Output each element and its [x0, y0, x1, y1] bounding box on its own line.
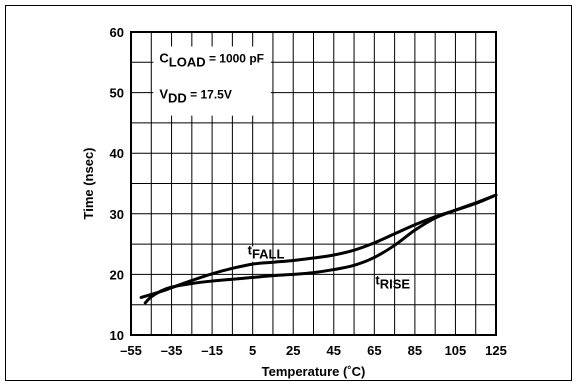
series-label-fall: tFALL	[248, 242, 285, 261]
conditions-background	[153, 46, 271, 116]
x-tick-label: 65	[367, 343, 381, 358]
chart-frame	[5, 5, 572, 381]
y-tick-label: 50	[110, 86, 124, 101]
condition-supply-voltage: VDD = 17.5V	[159, 87, 232, 106]
x-axis-label: Temperature (˚C)	[262, 364, 366, 379]
y-tick-label: 10	[110, 328, 124, 343]
x-tick-label: 85	[408, 343, 422, 358]
y-tick-label: 40	[110, 146, 124, 161]
x-tick-label: 105	[445, 343, 467, 358]
x-tick-label: 5	[249, 343, 256, 358]
y-tick-label: 20	[110, 267, 124, 282]
x-tick-label: –35	[161, 343, 183, 358]
annotations: CLOAD = 1000 pF VDD = 17.5V tFALL tRISE	[159, 50, 410, 291]
series-label-rise: tRISE	[375, 273, 410, 292]
plot-border	[130, 31, 497, 336]
x-tick-label: 125	[485, 343, 507, 358]
grid	[131, 32, 496, 335]
x-tick-label: 45	[327, 343, 341, 358]
x-tick-label: –15	[201, 343, 223, 358]
label-background	[248, 246, 262, 262]
condition-load-capacitance: CLOAD = 1000 pF	[159, 50, 264, 69]
curves	[139, 193, 498, 305]
y-tick-label: 60	[110, 25, 124, 40]
series-line-rise	[143, 193, 498, 305]
y-axis-label: Time (nsec)	[81, 147, 96, 219]
y-tick-label: 30	[110, 207, 124, 222]
tick-labels: –55 –35 –15 5 25 45 65 85 105 125 10 20 30 40 50 60	[110, 25, 507, 358]
x-tick-label: –55	[120, 343, 142, 358]
x-tick-label: 25	[286, 343, 300, 358]
